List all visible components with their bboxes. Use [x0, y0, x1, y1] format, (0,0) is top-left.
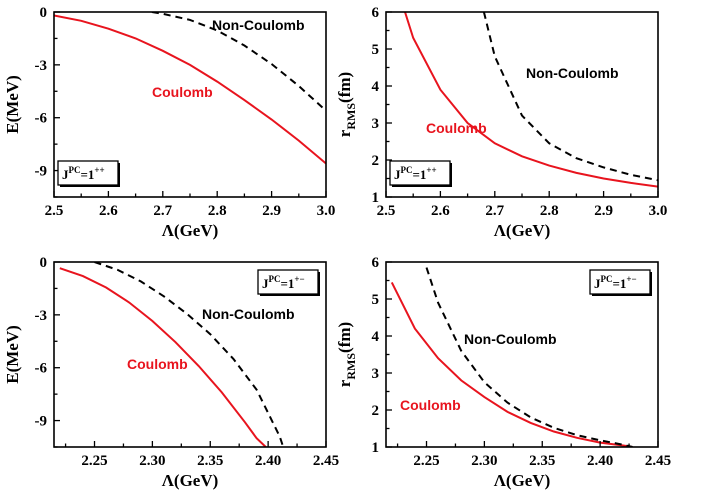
- y-axis-label: E(MeV): [3, 75, 22, 134]
- x-tick-label: 2.35: [197, 453, 223, 469]
- panel-3: 2.25 2.30 2.35 2.40 2.45 0 -3 -6 -9 Λ(GeV) E(MeV) N…: [3, 255, 339, 490]
- x-tick-label: 2.35: [529, 453, 555, 469]
- x-tick-label: 2.45: [313, 453, 339, 469]
- plot-frame: [53, 261, 327, 448]
- y-tick-label: 1: [372, 190, 380, 206]
- coulomb-curve: [404, 12, 658, 188]
- y-tick-label: 0: [40, 255, 48, 271]
- y-tick-label: -6: [35, 361, 48, 377]
- y-tick-label: 6: [372, 5, 380, 21]
- quantum-number-badge: JPC=1++: [57, 160, 120, 187]
- y-tick-label: 2: [372, 153, 380, 169]
- x-tick-label: 2.30: [471, 453, 497, 469]
- x-tick-label: 2.6: [99, 203, 118, 219]
- quantum-number-badge: JPC=1++: [389, 160, 452, 187]
- x-tick-label: 2.8: [540, 203, 559, 219]
- x-tick-label: 2.9: [262, 203, 281, 219]
- y-tick-label: 4: [372, 329, 380, 345]
- svg-text:JPC=1+−: JPC=1+−: [594, 274, 637, 291]
- coulomb-label: Coulomb: [152, 84, 213, 100]
- x-axis-label: Λ(GeV): [494, 471, 551, 490]
- x-tick-label: 2.25: [413, 453, 439, 469]
- y-tick-label: 0: [40, 5, 48, 21]
- non-coulomb-label: Non-Coulomb: [526, 65, 619, 81]
- y-tick-label: 4: [372, 79, 380, 95]
- coulomb-label: Coulomb: [400, 397, 461, 413]
- x-tick-label: 2.45: [645, 453, 671, 469]
- y-tick-label: 2: [372, 403, 380, 419]
- y-tick-label: 3: [372, 116, 380, 132]
- y-tick-label: -6: [35, 111, 48, 127]
- non-coulomb-label: Non-Coulomb: [464, 331, 557, 347]
- y-tick-label: -9: [35, 414, 48, 430]
- non-coulomb-label: Non-Coulomb: [202, 306, 295, 322]
- x-tick-label: 3.0: [649, 203, 668, 219]
- x-tick-label: 2.5: [45, 203, 64, 219]
- y-axis-label: rRMS(fm): [335, 72, 358, 137]
- x-tick-label: 2.30: [139, 453, 165, 469]
- x-axis-label: Λ(GeV): [162, 221, 219, 240]
- coulomb-curve: [59, 267, 267, 447]
- x-tick-label: 2.7: [485, 203, 504, 219]
- x-tick-label: 2.40: [587, 453, 613, 469]
- y-tick-label: -9: [35, 164, 48, 180]
- x-tick-label: 2.6: [431, 203, 450, 219]
- x-tick-label: 2.7: [153, 203, 172, 219]
- x-tick-label: 2.9: [594, 203, 613, 219]
- x-tick-label: 2.8: [208, 203, 227, 219]
- y-tick-label: 5: [372, 42, 380, 58]
- y-tick-label: 1: [372, 440, 380, 456]
- quantum-number-badge: JPC=1+−: [257, 269, 320, 296]
- y-tick-label: 5: [372, 292, 380, 308]
- x-tick-label: 2.5: [377, 203, 396, 219]
- y-axis-label: rRMS(fm): [335, 322, 358, 387]
- coulomb-label: Coulomb: [127, 356, 188, 372]
- y-tick-label: 6: [372, 255, 380, 271]
- non-coulomb-curve: [482, 12, 658, 182]
- x-tick-label: 3.0: [317, 203, 336, 219]
- coulomb-label: Coulomb: [426, 120, 487, 136]
- quantum-number-badge: JPC=1+−: [589, 269, 652, 296]
- panel-2: 2.5 2.6 2.7 2.8 2.9 3.0 1 2 3 4 5 6 Λ(GeV) rRMS(fm) No…: [335, 5, 667, 240]
- svg-text:JPC=1++: JPC=1++: [394, 165, 437, 182]
- x-axis-label: Λ(GeV): [162, 471, 219, 490]
- non-coulomb-curve: [94, 262, 285, 447]
- y-tick-label: -3: [35, 308, 48, 324]
- x-tick-label: 2.25: [81, 453, 107, 469]
- y-axis-label: E(MeV): [3, 325, 22, 384]
- x-axis-label: Λ(GeV): [494, 221, 551, 240]
- non-coulomb-curve: [425, 267, 633, 447]
- panel-4: 2.25 2.30 2.35 2.40 2.45 1 2 3 4 5 6 Λ(GeV) rRMS(fm)…: [335, 255, 671, 490]
- panel-1: 2.5 2.6 2.7 2.8 2.9 3.0 0 -3 -6 -9 Λ(GeV) E(MeV) Non…: [3, 5, 335, 240]
- coulomb-curve: [390, 281, 633, 447]
- coulomb-curve: [54, 14, 326, 165]
- y-tick-label: -3: [35, 58, 48, 74]
- x-tick-label: 2.40: [255, 453, 281, 469]
- y-tick-label: 3: [372, 366, 380, 382]
- svg-text:JPC=1+−: JPC=1+−: [262, 274, 305, 291]
- non-coulomb-curve: [151, 12, 326, 112]
- svg-text:JPC=1++: JPC=1++: [62, 165, 105, 182]
- non-coulomb-label: Non-Coulomb: [212, 17, 305, 33]
